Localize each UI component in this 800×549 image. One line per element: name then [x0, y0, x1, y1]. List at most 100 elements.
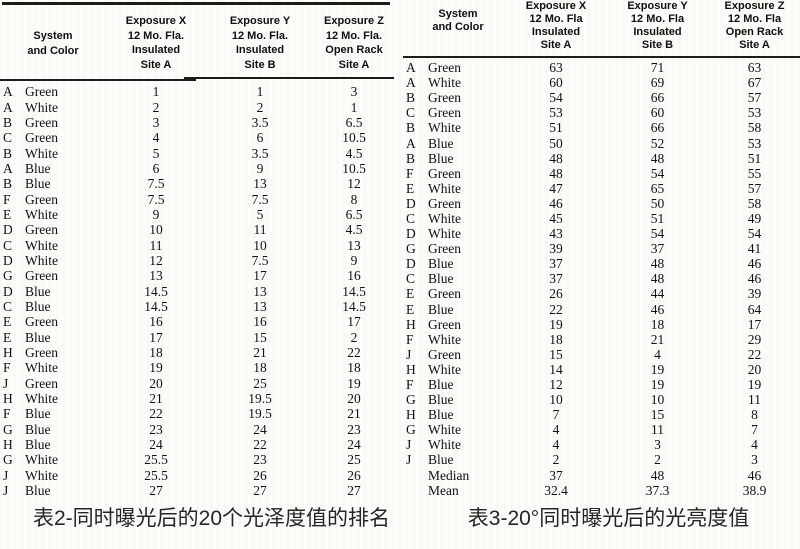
table-row: C Green 4 6 10.5	[0, 130, 397, 145]
value-exposure-y: 69	[650, 75, 665, 91]
color-name: Blue	[428, 392, 454, 408]
system-letter: G	[406, 422, 416, 438]
value-exposure-y: 71	[650, 60, 665, 76]
value-exposure-z: 1	[350, 99, 358, 115]
color-name: White	[25, 206, 58, 222]
value-exposure-z: 64	[747, 301, 762, 317]
color-name: White	[428, 437, 461, 453]
system-letter: D	[406, 195, 416, 211]
table-row: D White 43 54 54	[403, 226, 800, 241]
value-exposure-x: 14.5	[144, 298, 168, 314]
value-exposure-z: 58	[747, 195, 762, 211]
value-exposure-x: 37	[549, 271, 563, 287]
system-letter: H	[3, 345, 13, 361]
table-row: J Blue 2 2 3	[403, 452, 800, 467]
header-line: Site A	[338, 58, 370, 71]
value-exposure-y: 19.5	[248, 391, 272, 407]
color-name: White	[428, 210, 461, 226]
value-exposure-x: 6	[152, 160, 160, 176]
system-letter: B	[406, 120, 416, 136]
value-exposure-z: 20	[747, 361, 762, 377]
value-exposure-x: 18	[549, 331, 563, 347]
system-letter: C	[3, 237, 13, 253]
value-exposure-x: 46	[549, 195, 563, 211]
system-letter: E	[406, 286, 415, 302]
value-exposure-x: 4	[152, 130, 160, 146]
value-exposure-y: 19.5	[248, 406, 272, 422]
value-exposure-x: 37	[549, 467, 563, 483]
value-exposure-z: 19	[347, 375, 361, 391]
table-2-header-rule	[0, 79, 196, 81]
color-name: White	[25, 99, 58, 115]
value-exposure-y: 26	[253, 467, 267, 483]
table-row: J White 25.5 26 26	[0, 468, 397, 483]
header-line: 12 Mo. Fla	[727, 13, 782, 25]
value-exposure-x: 15	[549, 346, 563, 362]
value-exposure-z: 10.5	[342, 160, 366, 176]
table-row: C White 45 51 49	[403, 211, 800, 226]
system-letter: C	[3, 298, 13, 314]
table-2-top-rule	[2, 2, 390, 5]
value-exposure-y: 16	[253, 314, 267, 330]
table-row: B White 51 66 58	[403, 120, 800, 135]
value-exposure-z: 4.5	[345, 222, 363, 238]
value-exposure-z: 46	[747, 271, 762, 287]
value-exposure-x: 25.5	[144, 467, 168, 483]
system-letter: A	[406, 75, 416, 91]
system-letter: D	[3, 283, 13, 299]
value-exposure-z: 53	[747, 105, 762, 121]
table-2-gloss-rank: System and Color Exposure X 12 Mo. Fla. …	[0, 0, 397, 549]
table-row: E White 47 65 57	[403, 181, 800, 196]
table-row: A White 60 69 67	[403, 75, 800, 90]
header-line: 12 Mo. Fla.	[325, 29, 383, 42]
table-row: F White 18 21 29	[403, 332, 800, 347]
value-exposure-z: 3	[350, 84, 358, 100]
value-exposure-z: 57	[747, 180, 762, 196]
value-exposure-y: 24	[253, 421, 267, 437]
value-exposure-y: 11	[253, 222, 267, 238]
value-exposure-y: 10	[650, 392, 665, 408]
system-letter: C	[406, 105, 416, 121]
table-row: A Green 1 1 3	[0, 84, 397, 99]
table-row: G White 4 11 7	[403, 422, 800, 437]
value-exposure-z: 67	[747, 75, 762, 91]
value-exposure-z: 63	[747, 60, 762, 76]
table-3-col-header-exposure-y: Exposure Y 12 Mo. Fla Insulated Site B	[606, 0, 709, 52]
color-name: Blue	[25, 483, 51, 499]
value-exposure-z: 6.5	[345, 114, 363, 130]
color-name: White	[25, 360, 58, 376]
table-2-header-rule	[184, 77, 394, 79]
color-name: White	[428, 361, 461, 377]
color-name: White	[25, 467, 58, 483]
value-exposure-x: 2	[552, 452, 560, 468]
value-exposure-y: 6	[256, 130, 264, 146]
table-row: C Blue 37 48 46	[403, 271, 800, 286]
header-line: Site B	[244, 58, 276, 71]
value-exposure-z: 19	[747, 377, 762, 393]
table-row: H Blue 24 22 24	[0, 437, 397, 452]
system-letter: F	[406, 377, 414, 393]
table-row: C Blue 14.5 13 14.5	[0, 299, 397, 314]
color-name: Blue	[428, 271, 454, 287]
value-exposure-y: 18	[650, 316, 665, 332]
value-exposure-z: 26	[347, 467, 361, 483]
system-letter: H	[3, 437, 13, 453]
value-exposure-z: 46	[747, 256, 762, 272]
header-line: Exposure Y	[627, 0, 688, 12]
value-exposure-z: 17	[747, 316, 762, 332]
value-exposure-z: 8	[350, 191, 358, 207]
color-name: Blue	[25, 437, 51, 453]
value-exposure-z: 4.5	[345, 145, 363, 161]
value-exposure-y: 25	[253, 375, 267, 391]
value-exposure-x: 19	[149, 360, 163, 376]
value-exposure-z: 46	[747, 467, 762, 483]
color-name: Green	[25, 314, 58, 330]
value-exposure-z: 7	[751, 422, 758, 438]
table-row: H White 14 19 20	[403, 362, 800, 377]
value-exposure-x: 37	[549, 256, 563, 272]
value-exposure-x: 12	[549, 377, 563, 393]
value-exposure-x: 53	[549, 105, 563, 121]
value-exposure-y: 10	[253, 237, 267, 253]
value-exposure-x: 23	[149, 421, 163, 437]
